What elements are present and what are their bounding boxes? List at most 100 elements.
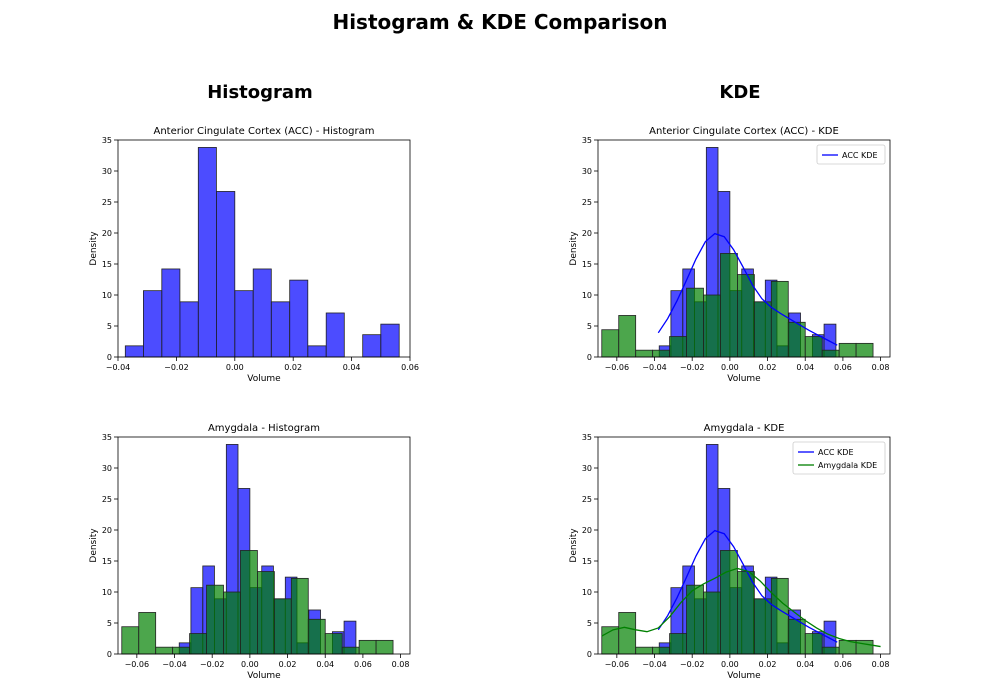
- y-tick-label: 25: [102, 495, 112, 504]
- histogram-bar-amygdala: [341, 646, 360, 655]
- y-tick-label: 5: [587, 322, 592, 331]
- x-axis-label: Volume: [247, 671, 281, 681]
- x-tick-label: −0.02: [164, 363, 189, 372]
- x-axis-label: Volume: [727, 374, 761, 384]
- y-tick-label: 0: [587, 353, 592, 362]
- x-tick-label: 0.04: [796, 363, 814, 372]
- kde-line-amygdala: [601, 567, 881, 648]
- y-tick-label: 20: [582, 526, 592, 535]
- axes-frame: [117, 436, 411, 655]
- histogram-bar-amygdala: [290, 577, 309, 655]
- x-axis-label: Volume: [727, 671, 761, 681]
- y-tick-label: 15: [582, 557, 592, 566]
- histogram-bar-amygdala: [804, 336, 823, 358]
- x-tick-label: 0.08: [872, 363, 890, 372]
- histogram-bar-amygdala: [720, 253, 738, 358]
- histogram-bar-amygdala: [138, 612, 157, 655]
- histogram-bar-acc: [380, 323, 400, 358]
- y-tick-label: 30: [582, 167, 592, 176]
- chart-panel-4: Amygdala - KDE 0 5 10 15 20 25 30 35 −0.06 −0.04 −0…: [569, 423, 891, 681]
- legend-box: [816, 144, 886, 165]
- chart-panels: Anterior Cingulate Cortex (ACC) - Histog…: [89, 126, 891, 681]
- chart-panel-1: Anterior Cingulate Cortex (ACC) - Histog…: [89, 126, 419, 384]
- histogram-bar-acc: [234, 290, 254, 358]
- histogram-bar-amygdala: [635, 646, 654, 655]
- histogram-bar-amygdala: [669, 336, 687, 358]
- histogram-bar-amygdala: [821, 349, 840, 358]
- histogram-bar-amygdala: [618, 612, 637, 655]
- y-tick-label: 20: [102, 526, 112, 535]
- x-tick-label: 0.00: [226, 363, 244, 372]
- y-tick-label: 0: [107, 353, 112, 362]
- x-tick-label: −0.04: [162, 660, 187, 669]
- y-tick-label: 30: [102, 464, 112, 473]
- histogram-bar-amygdala: [804, 633, 823, 655]
- y-tick-label: 20: [582, 229, 592, 238]
- x-tick-label: 0.06: [401, 363, 419, 372]
- histogram-bar-amygdala: [206, 584, 224, 655]
- kde-line-acc: [657, 529, 838, 643]
- x-tick-label: 0.06: [834, 660, 852, 669]
- histogram-bar-acc: [289, 279, 309, 358]
- histogram-bar-acc: [197, 147, 217, 358]
- histogram-bar-amygdala: [686, 287, 704, 358]
- histogram-bar-amygdala: [172, 646, 190, 655]
- x-tick-label: −0.04: [106, 363, 131, 372]
- y-axis-label: Density: [569, 528, 579, 563]
- histogram-bar-amygdala: [618, 315, 637, 358]
- histogram-bar-amygdala: [635, 349, 654, 358]
- x-tick-label: 0.06: [834, 363, 852, 372]
- y-tick-label: 5: [107, 322, 112, 331]
- x-tick-label: −0.02: [680, 660, 705, 669]
- histogram-bar-amygdala: [121, 626, 140, 655]
- histogram-bar-amygdala: [753, 598, 772, 655]
- histogram-bar-amygdala: [652, 646, 670, 655]
- column-title-kde: KDE: [719, 82, 760, 103]
- x-tick-label: 0.00: [721, 363, 739, 372]
- histogram-bar-amygdala: [307, 618, 326, 655]
- legend-label: ACC KDE: [842, 151, 878, 160]
- y-tick-label: 20: [102, 229, 112, 238]
- axes-frame: [117, 139, 411, 358]
- x-tick-label: 0.08: [872, 660, 890, 669]
- histogram-bar-acc: [252, 268, 272, 358]
- x-tick-label: 0.00: [241, 660, 259, 669]
- histogram-bar-acc: [325, 312, 345, 358]
- histogram-bar-acc: [270, 301, 291, 358]
- histogram-bar-amygdala: [652, 349, 670, 358]
- x-tick-label: −0.04: [642, 363, 667, 372]
- histogram-bar-amygdala: [601, 329, 620, 358]
- histogram-bar-amygdala: [324, 633, 343, 655]
- y-tick-label: 30: [102, 167, 112, 176]
- histogram-bar-acc: [124, 345, 144, 358]
- histogram-bar-amygdala: [375, 639, 394, 655]
- histogram-bar-amygdala: [686, 584, 704, 655]
- histogram-bar-amygdala: [720, 550, 738, 655]
- histogram-bar-amygdala: [703, 591, 721, 655]
- panel-title: Amygdala - Histogram: [208, 423, 320, 434]
- histogram-bar-acc: [143, 290, 163, 358]
- x-tick-label: 0.02: [284, 363, 302, 372]
- legend-label: Amygdala KDE: [818, 461, 877, 470]
- y-tick-label: 15: [102, 557, 112, 566]
- histogram-bar-amygdala: [669, 633, 687, 655]
- x-tick-label: −0.06: [605, 363, 630, 372]
- histogram-bar-amygdala: [838, 342, 857, 358]
- histogram-bar-acc: [179, 301, 199, 358]
- histogram-bar-acc: [216, 191, 236, 358]
- kde-line-acc: [657, 232, 838, 346]
- histogram-bar-amygdala: [787, 618, 806, 655]
- x-tick-label: 0.02: [759, 660, 777, 669]
- x-tick-label: 0.08: [392, 660, 410, 669]
- chart-panel-3: Amygdala - Histogram 0 5 10 15 20 25 30 35 −0.06 −…: [89, 423, 411, 681]
- y-tick-label: 25: [582, 198, 592, 207]
- histogram-bar-acc: [307, 345, 327, 358]
- x-tick-label: 0.04: [343, 363, 361, 372]
- histogram-bar-amygdala: [189, 633, 207, 655]
- column-title-histogram: Histogram: [207, 82, 313, 103]
- y-tick-label: 15: [102, 260, 112, 269]
- histogram-bar-amygdala: [155, 646, 174, 655]
- axes-frame: [597, 139, 891, 358]
- y-tick-label: 10: [582, 291, 592, 300]
